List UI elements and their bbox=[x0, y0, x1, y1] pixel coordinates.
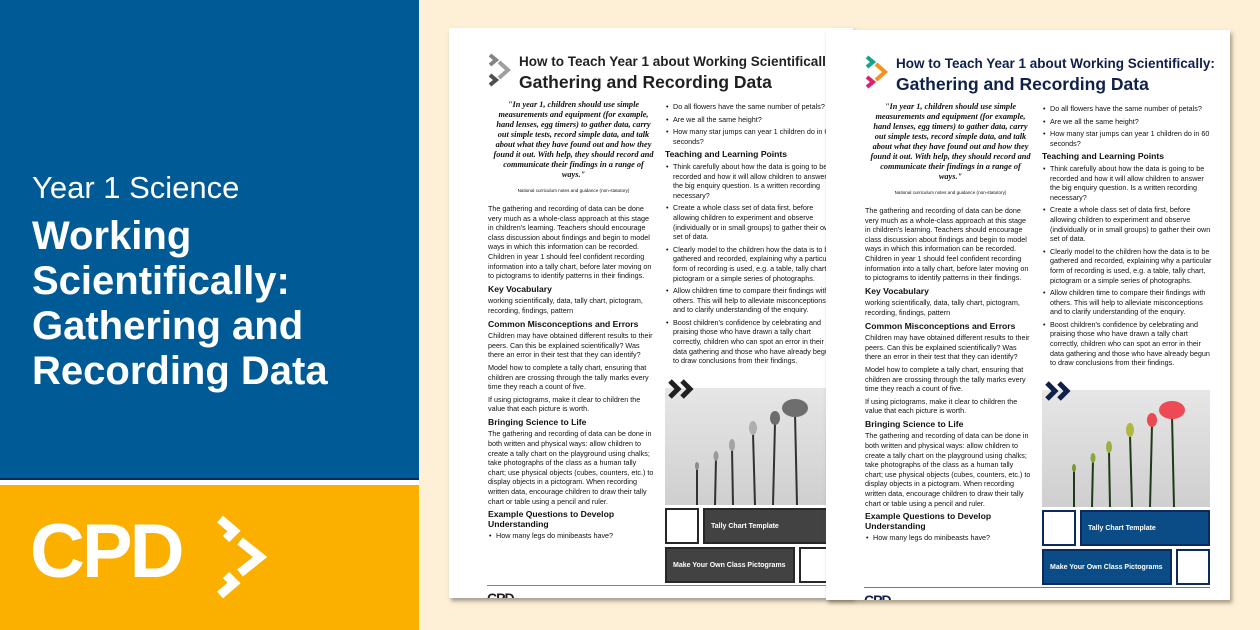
point-item: Clearly model to the children how the da… bbox=[665, 245, 835, 283]
right-column: Do all flowers have the same number of p… bbox=[665, 102, 835, 369]
doc-title: How to Teach Year 1 about Working Scient… bbox=[896, 56, 1215, 71]
curriculum-quote: "In year 1, children should use simple m… bbox=[493, 100, 654, 179]
question-item: Do all flowers have the same number of p… bbox=[1042, 104, 1212, 114]
question-item: How many star jumps can year 1 children … bbox=[665, 127, 835, 146]
document-preview-back: How to Teach Year 1 about Working Scient… bbox=[449, 28, 853, 598]
point-item: Allow children time to compare their fin… bbox=[1042, 288, 1212, 317]
flowers-photo bbox=[1042, 390, 1210, 508]
point-item: Boost children's confidence by celebrati… bbox=[665, 318, 835, 366]
vocab-heading: Key Vocabulary bbox=[488, 283, 552, 294]
doc-subtitle: Gathering and Recording Data bbox=[519, 72, 772, 92]
doc-title: How to Teach Year 1 about Working Scient… bbox=[519, 54, 838, 69]
double-chevron-icon bbox=[1045, 381, 1071, 401]
curriculum-quote: "In year 1, children should use simple m… bbox=[870, 102, 1031, 181]
point-item: Allow children time to compare their fin… bbox=[665, 286, 835, 315]
misconception-text: If using pictograms, make it clear to ch… bbox=[865, 396, 1018, 416]
logo-block: CPD bbox=[0, 485, 419, 630]
misconception-text: Model how to complete a tally chart, ens… bbox=[488, 362, 649, 392]
qr-code-pictograms[interactable] bbox=[1176, 549, 1210, 585]
questions-heading: Example Questions to Develop Understandi… bbox=[865, 511, 992, 531]
tally-chart-template-link[interactable]: Tally Chart Template bbox=[1080, 510, 1210, 546]
vocab-text: working scientifically, data, tally char… bbox=[865, 298, 1020, 317]
intro-text: The gathering and recording of data can … bbox=[488, 204, 652, 281]
left-column: The gathering and recording of data can … bbox=[488, 204, 656, 544]
misconception-text: Children may have obtained different res… bbox=[865, 333, 1030, 362]
points-heading: Teaching and Learning Points bbox=[1042, 151, 1165, 162]
life-heading: Bringing Science to Life bbox=[865, 418, 964, 429]
point-item: Think carefully about how the data is go… bbox=[1042, 164, 1212, 202]
question-item: How many legs do minibeasts have? bbox=[865, 533, 1033, 543]
footer-cpd-logo: CPD bbox=[487, 590, 515, 598]
question-item: Are we all the same height? bbox=[1042, 117, 1212, 127]
misconceptions-heading: Common Misconceptions and Errors bbox=[488, 318, 639, 329]
footer-divider bbox=[864, 587, 1210, 588]
question-item: Do all flowers have the same number of p… bbox=[665, 102, 835, 112]
title-block: Year 1 Science Working Scientifically: G… bbox=[0, 0, 419, 480]
flowers-photo bbox=[665, 388, 833, 506]
qr-code-tally[interactable] bbox=[1042, 510, 1076, 546]
banner-subtitle: Year 1 Science bbox=[32, 170, 240, 205]
doc-subtitle: Gathering and Recording Data bbox=[896, 74, 1149, 94]
intro-text: The gathering and recording of data can … bbox=[865, 206, 1029, 283]
qr-code-tally[interactable] bbox=[665, 508, 699, 544]
banner-panel: Year 1 Science Working Scientifically: G… bbox=[0, 0, 419, 630]
misconception-text: Model how to complete a tally chart, ens… bbox=[865, 364, 1026, 394]
chevron-logo-icon bbox=[865, 55, 889, 89]
point-item: Boost children's confidence by celebrati… bbox=[1042, 320, 1212, 368]
point-item: Think carefully about how the data is go… bbox=[665, 162, 835, 200]
footer-divider bbox=[487, 585, 833, 586]
point-item: Clearly model to the children how the da… bbox=[1042, 247, 1212, 285]
question-item: Are we all the same height? bbox=[665, 115, 835, 125]
points-heading: Teaching and Learning Points bbox=[665, 149, 788, 160]
vocab-heading: Key Vocabulary bbox=[865, 285, 929, 296]
cpd-logo-text: CPD bbox=[30, 509, 184, 594]
misconception-text: Children may have obtained different res… bbox=[488, 331, 653, 360]
life-heading: Bringing Science to Life bbox=[488, 416, 587, 427]
question-item: How many star jumps can year 1 children … bbox=[1042, 129, 1212, 148]
life-text: The gathering and recording of data can … bbox=[865, 431, 1031, 508]
cpd-chevron-icon bbox=[217, 515, 268, 599]
right-column: Do all flowers have the same number of p… bbox=[1042, 104, 1212, 371]
class-pictograms-link[interactable]: Make Your Own Class Pictograms bbox=[665, 547, 795, 583]
vocab-text: working scientifically, data, tally char… bbox=[488, 296, 643, 315]
double-chevron-icon bbox=[668, 379, 694, 399]
life-text: The gathering and recording of data can … bbox=[488, 429, 654, 506]
questions-heading: Example Questions to Develop Understandi… bbox=[488, 509, 615, 529]
misconceptions-heading: Common Misconceptions and Errors bbox=[865, 320, 1016, 331]
document-preview-front: How to Teach Year 1 about Working Scient… bbox=[826, 30, 1230, 600]
quote-source: National curriculum notes and guidance (… bbox=[517, 188, 630, 193]
misconception-text: If using pictograms, make it clear to ch… bbox=[488, 394, 641, 414]
class-pictograms-link[interactable]: Make Your Own Class Pictograms bbox=[1042, 549, 1172, 585]
tally-chart-template-link[interactable]: Tally Chart Template bbox=[703, 508, 833, 544]
left-column: The gathering and recording of data can … bbox=[865, 206, 1033, 546]
question-item: How many legs do minibeasts have? bbox=[488, 531, 656, 541]
point-item: Create a whole class set of data first, … bbox=[1042, 205, 1212, 243]
footer-cpd-logo: CPD bbox=[864, 592, 892, 600]
point-item: Create a whole class set of data first, … bbox=[665, 203, 835, 241]
chevron-logo-icon bbox=[488, 53, 512, 87]
quote-source: National curriculum notes and guidance (… bbox=[894, 190, 1007, 195]
banner-title: Working Scientifically: Gathering and Re… bbox=[32, 214, 328, 393]
